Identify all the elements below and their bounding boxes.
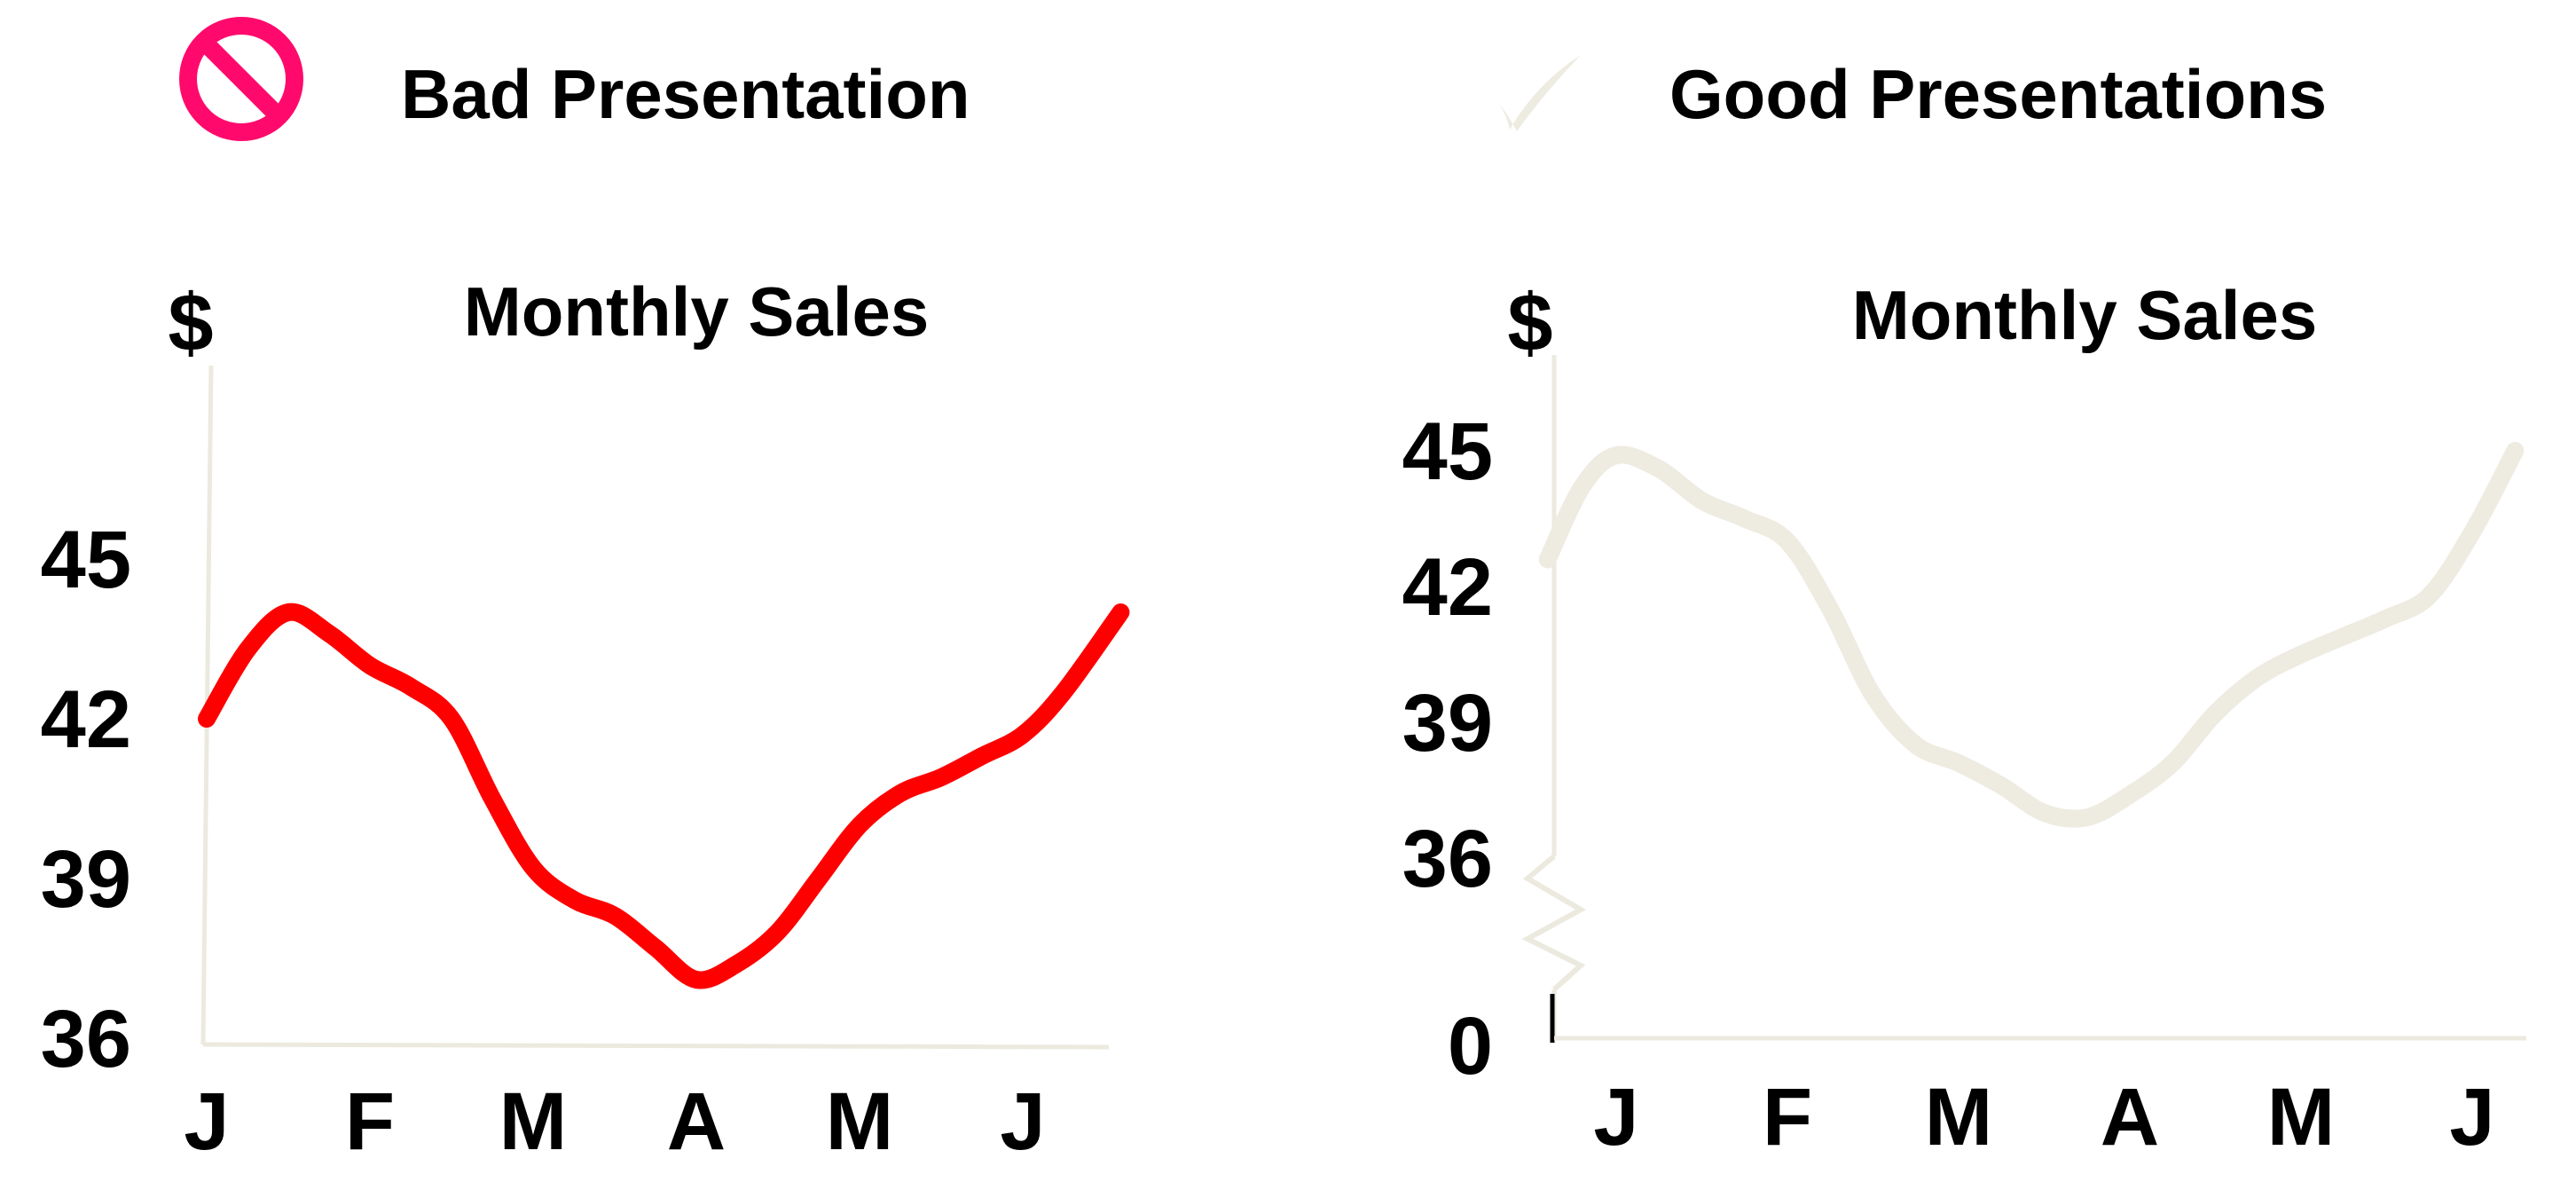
check-mark-icon [1496,55,1581,131]
good-chart-axis-break [1521,854,1587,992]
bad-chart: Monthly Sales $ 36 39 42 45 J F M A M J [41,272,1130,1167]
bad-chart-ylabel: $ [168,278,213,368]
good-chart-y-tick-label: 36 [1402,814,1493,904]
good-chart-y-tick-label: 45 [1402,406,1493,497]
bad-chart-x-axis [202,1042,1110,1050]
bad-chart-x-tick-label: M [826,1076,894,1167]
bad-chart-x-tick-label: J [184,1076,229,1167]
good-chart-y-tick-label: 42 [1402,542,1493,633]
good-chart-x-tick-label: F [1763,1072,1812,1162]
good-chart-y-tick-label: 0 [1448,1001,1493,1091]
bad-chart-x-tick-label: A [667,1076,726,1167]
bad-chart-x-tick-label: F [345,1076,395,1167]
good-chart-x-tick-label: M [1925,1072,1993,1162]
bad-chart-x-tick-label: M [499,1076,568,1167]
good-chart-x-tick-label: J [1593,1072,1638,1162]
bad-chart-y-tick-label: 39 [41,834,131,925]
good-chart-x-tick-label: A [2101,1072,2159,1162]
bad-chart-y-tick-label: 42 [41,674,131,765]
bad-chart-x-tick-label: J [1000,1076,1045,1167]
good-chart-ylabel: $ [1507,278,1552,368]
good-chart: Monthly Sales $ 0 36 39 42 45 J F M A M J [1402,276,2526,1162]
good-chart-x-tick-label: J [2449,1072,2494,1162]
bad-chart-title: Monthly Sales [464,272,929,351]
good-chart-series-line [1538,442,2525,828]
good-chart-x-tick-label: M [2267,1072,2336,1162]
no-entry-icon [179,17,303,141]
bad-chart-series-line [198,603,1130,989]
good-chart-y-tick-label: 39 [1402,678,1493,768]
bad-chart-y-tick-label: 36 [41,994,131,1084]
good-heading: Good Presentations [1669,55,2327,133]
bad-chart-y-tick-label: 45 [41,515,131,605]
bad-heading: Bad Presentation [401,55,970,133]
good-chart-title: Monthly Sales [1852,276,2317,354]
